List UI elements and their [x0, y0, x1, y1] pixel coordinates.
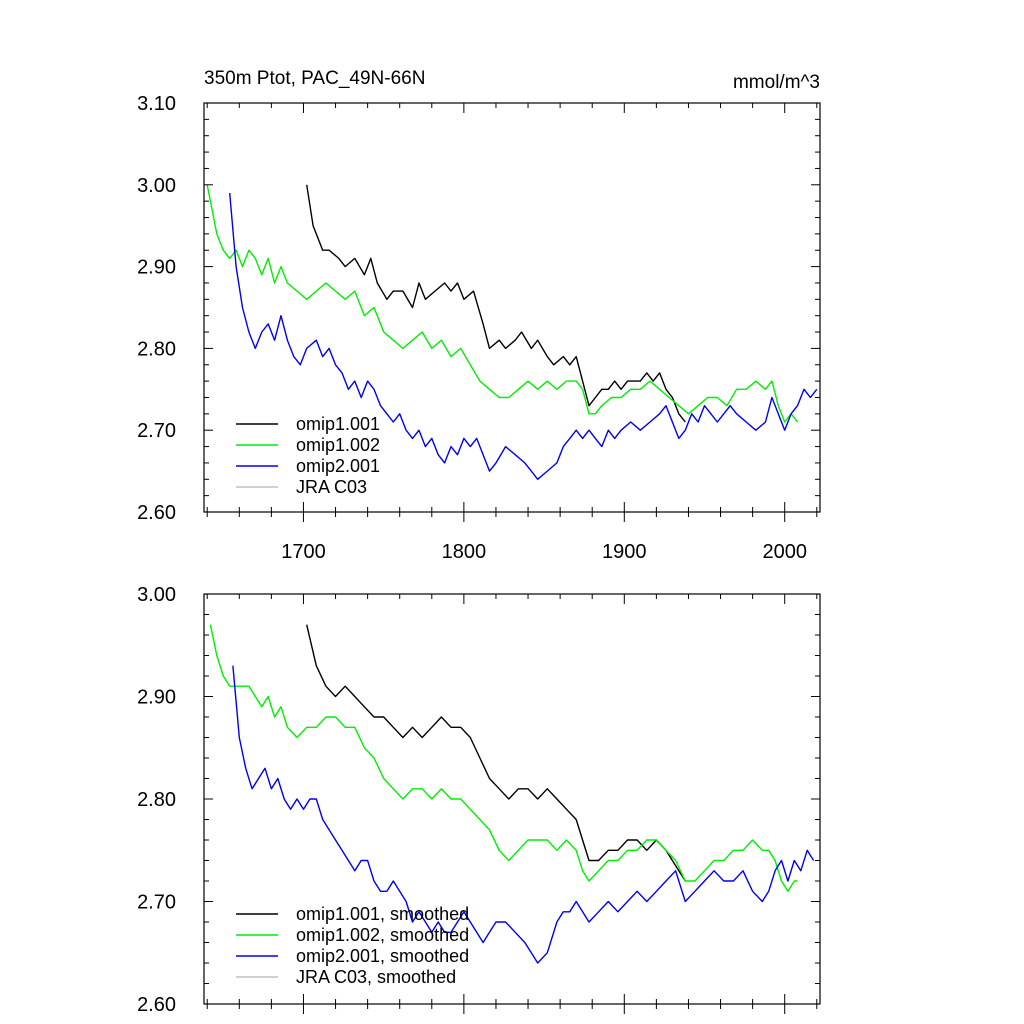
ytick-label: 2.60: [137, 502, 176, 524]
ytick-label: 3.00: [137, 175, 176, 197]
legend-label: omip2.001: [296, 456, 380, 476]
figure-units: mmol/m^3: [733, 72, 820, 93]
ytick-label: 2.90: [137, 257, 176, 279]
legend-label: omip1.001, smoothed: [296, 904, 469, 924]
ytick-label: 3.00: [137, 584, 176, 606]
ytick-label: 3.10: [137, 93, 176, 115]
ytick-label: 2.90: [137, 687, 176, 709]
series-line-1-2: [232, 665, 815, 964]
series-line-0-2: [229, 192, 818, 480]
ytick-label: 2.60: [137, 994, 176, 1016]
legend-label: omip1.001: [296, 414, 380, 434]
series-line-1-0: [306, 624, 686, 882]
legend-label: JRA C03, smoothed: [296, 967, 456, 987]
legend-label: omip1.002, smoothed: [296, 925, 469, 945]
xtick-label: 1700: [281, 541, 326, 563]
ytick-label: 2.80: [137, 789, 176, 811]
plot-frame-0: [203, 102, 821, 513]
xtick-label: 2000: [762, 541, 807, 563]
xtick-label: 1900: [602, 541, 647, 563]
ytick-label: 2.70: [137, 892, 176, 914]
legend-label: JRA C03: [296, 477, 367, 497]
series-line-0-0: [306, 184, 686, 423]
figure-title: 350m Ptot, PAC_49N-66N: [204, 68, 425, 89]
ytick-label: 2.80: [137, 338, 176, 360]
series-line-1-1: [209, 624, 798, 892]
legend-label: omip2.001, smoothed: [296, 946, 469, 966]
legend-label: omip1.002: [296, 435, 380, 455]
top-panel: 2.60 2.70 2.80 2.90 3.00 3.10 1700 1800 1900 2000…: [137, 93, 821, 563]
series-line-0-1: [206, 184, 799, 423]
xtick-label: 1800: [442, 541, 487, 563]
ytick-label: 2.70: [137, 420, 176, 442]
